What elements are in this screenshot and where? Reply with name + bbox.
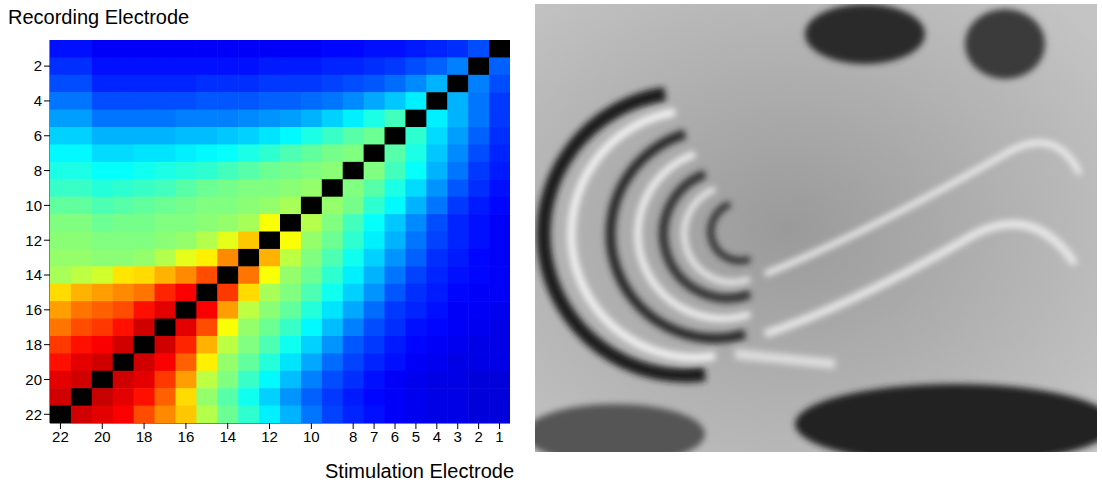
- svg-text:1: 1: [495, 428, 503, 445]
- svg-text:3: 3: [454, 428, 462, 445]
- svg-text:4: 4: [433, 428, 441, 445]
- svg-text:18: 18: [136, 428, 153, 445]
- svg-text:14: 14: [25, 266, 42, 283]
- svg-text:2: 2: [34, 57, 42, 74]
- svg-text:4: 4: [34, 92, 42, 109]
- svg-text:12: 12: [261, 428, 278, 445]
- svg-text:16: 16: [25, 301, 42, 318]
- svg-text:16: 16: [178, 428, 195, 445]
- svg-text:8: 8: [34, 162, 42, 179]
- svg-text:20: 20: [94, 428, 111, 445]
- svg-text:5: 5: [412, 428, 420, 445]
- svg-text:22: 22: [25, 406, 42, 423]
- svg-text:22: 22: [52, 428, 69, 445]
- svg-text:20: 20: [25, 371, 42, 388]
- svg-text:12: 12: [25, 232, 42, 249]
- html-text:Stimulation Electrode: Stimulation Electrode: [325, 460, 514, 482]
- svg-text:6: 6: [391, 428, 399, 445]
- svg-text:8: 8: [349, 428, 357, 445]
- svg-text:2: 2: [474, 428, 482, 445]
- svg-text:10: 10: [303, 428, 320, 445]
- svg-text:7: 7: [370, 428, 378, 445]
- svg-text:6: 6: [34, 127, 42, 144]
- svg-text:14: 14: [219, 428, 236, 445]
- svg-text:10: 10: [25, 197, 42, 214]
- html-text:Recording Electrode: Recording Electrode: [8, 6, 190, 28]
- svg-text:18: 18: [25, 336, 42, 353]
